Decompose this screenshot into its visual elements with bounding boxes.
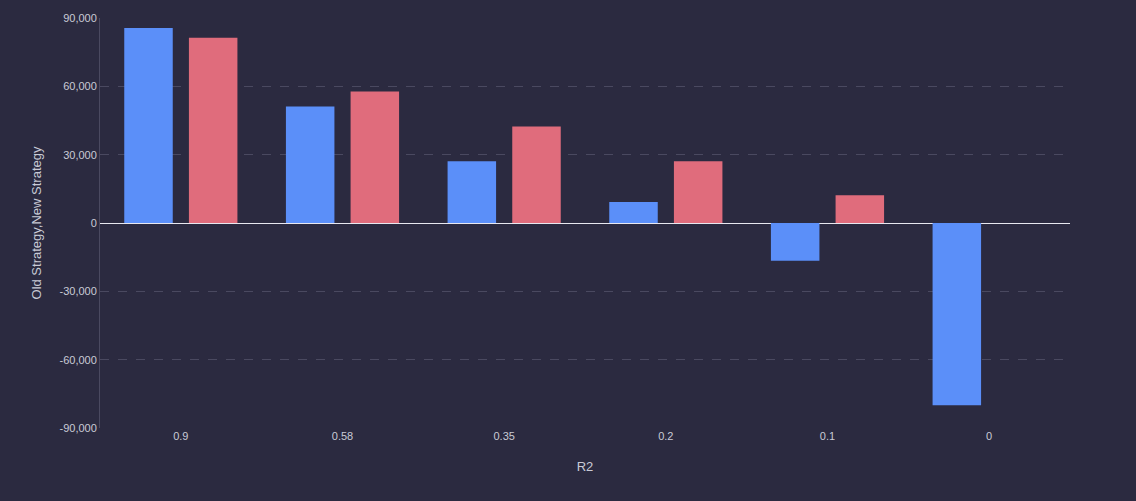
svg-text:-30,000: -30,000 <box>59 285 96 297</box>
svg-text:0: 0 <box>986 430 992 442</box>
svg-text:Old Strategy,New Strategy: Old Strategy,New Strategy <box>29 146 44 299</box>
svg-text:0.9: 0.9 <box>173 430 188 442</box>
svg-text:0.58: 0.58 <box>332 430 353 442</box>
svg-text:0: 0 <box>91 217 97 229</box>
svg-text:-90,000: -90,000 <box>59 422 96 434</box>
svg-text:0.2: 0.2 <box>658 430 673 442</box>
svg-text:60,000: 60,000 <box>63 80 97 92</box>
svg-text:-60,000: -60,000 <box>59 354 96 366</box>
svg-text:90,000: 90,000 <box>63 12 97 24</box>
svg-text:R2: R2 <box>577 459 594 474</box>
svg-text:0.1: 0.1 <box>820 430 835 442</box>
svg-text:0.35: 0.35 <box>493 430 514 442</box>
svg-text:30,000: 30,000 <box>63 149 97 161</box>
